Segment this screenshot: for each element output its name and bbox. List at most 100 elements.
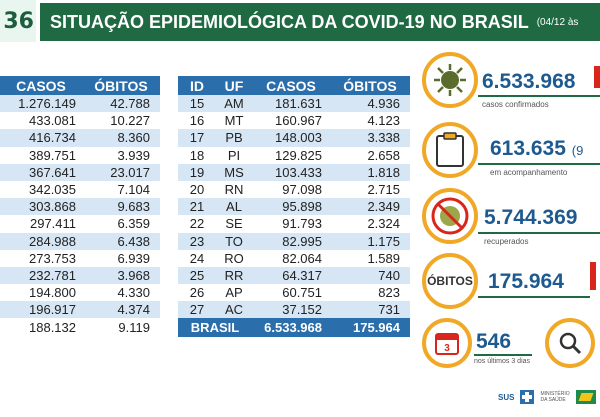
cell-uf: AM — [216, 95, 252, 113]
cell-id: 21 — [178, 198, 216, 216]
cell-casos: 389.751 — [0, 146, 82, 164]
bulletin-date: (04/12 às — [536, 16, 579, 28]
virus-icon — [434, 64, 466, 96]
cell-id: 25 — [178, 266, 216, 285]
cell-casos: 129.825 — [252, 146, 330, 164]
confirmed-value: 6.533.968 — [482, 70, 576, 93]
sus-cross-icon — [520, 390, 535, 404]
last-days-caption: nos últimos 3 dias — [474, 358, 531, 365]
cell-obitos: 2.324 — [330, 215, 410, 233]
brazil-gov-logo-icon — [576, 390, 597, 404]
table-row: 1.276.149 42.788 — [0, 95, 160, 113]
cell-id: 18 — [178, 146, 216, 164]
table-row: 232.781 3.968 — [0, 266, 160, 285]
states-table-left: CASOS ÓBITOS 1.276.149 42.788 433.081 10.22… — [0, 76, 160, 336]
cell-casos: 91.793 — [252, 215, 330, 233]
total-casos: 6.533.968 — [252, 318, 330, 338]
table-row: 20 RN 97.098 2.715 — [178, 180, 410, 199]
states-table-right: ID UF CASOS ÓBITOS 15 AM 181.631 4.936 16 MT 1… — [178, 76, 410, 338]
cell-uf: RO — [216, 249, 252, 267]
cell-casos: 188.132 — [0, 318, 82, 336]
cell-id: 19 — [178, 163, 216, 181]
table-header-row: ID UF CASOS ÓBITOS — [178, 76, 410, 95]
clipboard-icon — [436, 132, 464, 167]
cell-uf: AL — [216, 198, 252, 216]
col-header-obitos: ÓBITOS — [330, 76, 410, 95]
table-row: 16 MT 160.967 4.123 — [178, 112, 410, 130]
table-header-row: CASOS ÓBITOS — [0, 76, 160, 95]
page-title-bar: SITUAÇÃO EPIDEMIOLÓGICA DA COVID-19 NO B… — [40, 3, 600, 41]
cell-casos: 103.433 — [252, 163, 330, 181]
cell-obitos: 2.715 — [330, 180, 410, 199]
cell-obitos: 1.175 — [330, 232, 410, 250]
recovered-card-icon — [422, 188, 478, 244]
confirmed-caption: casos confirmados — [482, 100, 549, 109]
up-arrow-icon — [594, 66, 600, 88]
cell-obitos: 740 — [330, 266, 410, 285]
table-row: 284.988 6.438 — [0, 232, 160, 250]
cell-obitos: 4.374 — [82, 301, 160, 319]
cell-uf: AC — [216, 301, 252, 319]
magnifier-icon — [559, 332, 582, 355]
cell-casos: 181.631 — [252, 95, 330, 113]
cell-casos: 303.868 — [0, 198, 82, 216]
recovered-value: 5.744.369 — [484, 206, 578, 229]
cell-uf: TO — [216, 232, 252, 250]
cell-casos: 82.064 — [252, 249, 330, 267]
calendar-icon: 3 — [435, 333, 459, 355]
deaths-underline — [478, 296, 590, 298]
cell-casos: 97.098 — [252, 180, 330, 199]
table-row: 27 AC 37.152 731 — [178, 301, 410, 319]
cell-casos: 297.411 — [0, 215, 82, 233]
cell-obitos: 1.589 — [330, 249, 410, 267]
cell-casos: 160.967 — [252, 112, 330, 130]
table-row: 303.868 9.683 — [0, 198, 160, 216]
monitoring-underline — [478, 163, 600, 165]
ministry-logo-text: MINISTÉRIO DA SAÚDE — [540, 391, 570, 403]
cell-obitos: 42.788 — [82, 95, 160, 113]
cell-id: 15 — [178, 95, 216, 113]
cell-casos: 284.988 — [0, 232, 82, 250]
cell-id: 17 — [178, 129, 216, 147]
table-row: 297.411 6.359 — [0, 215, 160, 233]
table-row: 433.081 10.227 — [0, 112, 160, 130]
table-row: 188.132 9.119 — [0, 318, 160, 336]
table-row: 273.753 6.939 — [0, 249, 160, 267]
monitoring-caption: em acompanhamento — [490, 168, 568, 177]
table-row: 26 AP 60.751 823 — [178, 284, 410, 302]
col-header-casos: CASOS — [252, 76, 330, 95]
cell-obitos: 7.104 — [82, 180, 160, 199]
confirmed-card-icon — [422, 52, 478, 108]
cell-casos: 194.800 — [0, 284, 82, 302]
col-header-id: ID — [178, 76, 216, 95]
col-header-obitos: ÓBITOS — [82, 76, 160, 95]
cell-obitos: 3.968 — [82, 266, 160, 285]
cell-obitos: 2.658 — [330, 146, 410, 164]
table-row: 21 AL 95.898 2.349 — [178, 198, 410, 216]
no-virus-icon — [431, 197, 469, 235]
cell-obitos: 4.330 — [82, 284, 160, 302]
cell-casos: 148.003 — [252, 129, 330, 147]
cell-id: 23 — [178, 232, 216, 250]
cell-obitos: 1.818 — [330, 163, 410, 181]
cell-uf: PB — [216, 129, 252, 147]
table-row: 367.641 23.017 — [0, 163, 160, 181]
cell-id: 22 — [178, 215, 216, 233]
cell-casos: 60.751 — [252, 284, 330, 302]
cell-uf: RR — [216, 266, 252, 285]
cell-id: 24 — [178, 249, 216, 267]
calendar-number: 3 — [444, 343, 450, 354]
up-arrow-icon — [590, 262, 596, 290]
cell-casos: 433.081 — [0, 112, 82, 130]
table-row: 416.734 8.360 — [0, 129, 160, 147]
monitoring-value: 613.635 (9 — [490, 137, 583, 161]
table-row: 19 MS 103.433 1.818 — [178, 163, 410, 181]
sus-logo-text: SUS — [498, 392, 515, 402]
cell-obitos: 823 — [330, 284, 410, 302]
cell-id: 16 — [178, 112, 216, 130]
cell-obitos: 6.359 — [82, 215, 160, 233]
page-title: SITUAÇÃO EPIDEMIOLÓGICA DA COVID-19 NO B… — [50, 11, 529, 32]
cell-casos: 367.641 — [0, 163, 82, 181]
cell-id: 26 — [178, 284, 216, 302]
cell-obitos: 6.939 — [82, 249, 160, 267]
